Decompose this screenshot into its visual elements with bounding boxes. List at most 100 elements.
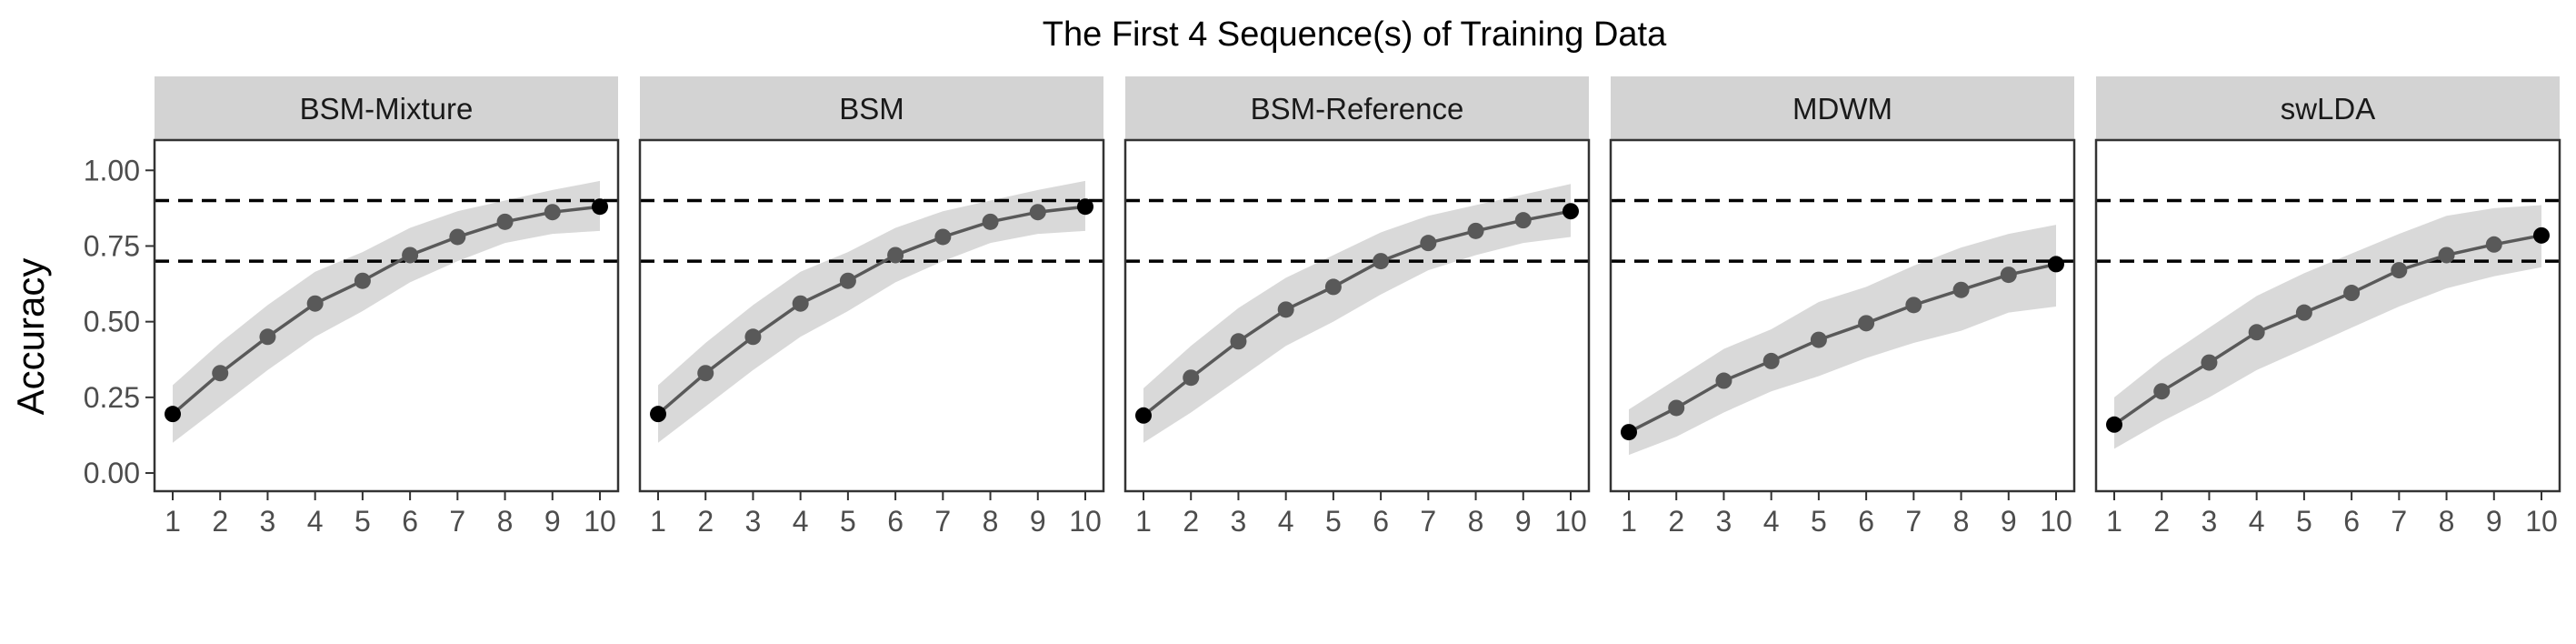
x-tick-label: 9 <box>2001 505 2017 538</box>
data-point <box>402 247 419 264</box>
data-point <box>354 272 371 289</box>
x-tick-label: 10 <box>1069 505 1102 538</box>
facet-strip <box>1611 76 2074 140</box>
x-tick-label: 7 <box>2391 505 2407 538</box>
x-tick-label: 7 <box>1905 505 1922 538</box>
x-tick-label: 8 <box>497 505 514 538</box>
y-axis-label: Accuracy <box>9 258 52 416</box>
x-tick-label: 8 <box>2439 505 2455 538</box>
x-tick-label: 1 <box>1135 505 1152 538</box>
data-point <box>1668 399 1685 417</box>
y-tick-label: 0.00 <box>84 457 140 489</box>
x-tick-label: 8 <box>983 505 999 538</box>
x-tick-label: 4 <box>1763 505 1780 538</box>
data-point <box>259 328 276 346</box>
x-tick-label: 5 <box>1325 505 1342 538</box>
facet-strip-label: BSM <box>839 92 904 126</box>
series-line <box>1628 262 2057 434</box>
facet-strip <box>1125 76 1589 140</box>
x-tick-label: 10 <box>584 505 616 538</box>
data-point <box>1952 281 1970 298</box>
panel-border <box>638 138 1105 493</box>
data-point <box>449 228 466 246</box>
data-point <box>650 406 666 423</box>
x-tick-label: 8 <box>1953 505 1970 538</box>
x-tick-label: 2 <box>1183 505 1199 538</box>
x-tick-label: 2 <box>1668 505 1684 538</box>
panel-border <box>153 138 620 493</box>
x-tick-label: 1 <box>1621 505 1637 538</box>
data-point <box>1467 222 1484 239</box>
x-tick-label: 3 <box>1231 505 1247 538</box>
x-tick-label: 10 <box>1554 505 1587 538</box>
data-point <box>2106 416 2122 433</box>
data-point <box>2533 226 2550 244</box>
y-tick-label: 0.50 <box>84 306 140 338</box>
data-point <box>1230 333 1247 350</box>
facet-panel: swLDA 1 2 3 4 5 6 7 8 9 10 <box>2094 76 2561 538</box>
facet-panel: BSM 1 2 3 4 5 6 7 8 9 10 <box>638 76 1105 538</box>
x-tick-label: 1 <box>2106 505 2122 538</box>
data-point <box>2000 267 2017 284</box>
x-tick-label: 4 <box>2249 505 2265 538</box>
x-tick-label: 5 <box>354 505 371 538</box>
data-point <box>2201 354 2218 371</box>
x-tick-label: 4 <box>793 505 809 538</box>
panel-border <box>1123 138 1591 493</box>
x-tick-label: 4 <box>1278 505 1294 538</box>
facet-strip-label: MDWM <box>1792 92 1892 126</box>
data-point <box>744 328 762 346</box>
x-tick-label: 1 <box>165 505 181 538</box>
data-point <box>2343 285 2361 302</box>
data-point <box>1277 301 1294 318</box>
x-tick-label: 9 <box>544 505 561 538</box>
facet-strip-label: BSM-Reference <box>1251 92 1464 126</box>
y-tick-label: 0.25 <box>84 381 140 414</box>
x-tick-label: 9 <box>1515 505 1532 538</box>
x-tick-label: 3 <box>2202 505 2218 538</box>
facet-panel: MDWM 1 2 3 4 5 6 7 8 9 10 <box>1609 76 2076 538</box>
data-point <box>1621 424 1637 441</box>
data-point <box>1858 315 1875 332</box>
data-point <box>1563 203 1579 220</box>
x-tick-label: 2 <box>2153 505 2170 538</box>
facet-strip-label: BSM-Mixture <box>300 92 474 126</box>
facet-panel: BSM-Reference 1 2 3 4 5 6 7 8 9 10 <box>1123 76 1591 538</box>
data-point <box>1514 212 1532 229</box>
x-tick-label: 4 <box>307 505 324 538</box>
x-tick-label: 9 <box>2486 505 2502 538</box>
data-point <box>1183 369 1200 387</box>
y-tick-label: 1.00 <box>84 154 140 186</box>
data-point <box>1029 204 1046 221</box>
x-tick-label: 7 <box>934 505 951 538</box>
x-tick-label: 2 <box>212 505 228 538</box>
data-point <box>2248 324 2265 341</box>
data-point <box>496 213 514 230</box>
facet-panel: BSM-Mixture 1 2 3 4 5 6 7 8 9 10 <box>153 76 620 538</box>
x-tick-label: 8 <box>1468 505 1484 538</box>
x-tick-label: 3 <box>260 505 276 538</box>
y-tick-label: 0.75 <box>84 229 140 262</box>
data-point <box>839 272 856 289</box>
series-line <box>656 205 1086 416</box>
facet-strip <box>155 76 618 140</box>
x-tick-label: 6 <box>2343 505 2360 538</box>
data-point <box>1810 331 1827 348</box>
x-tick-label: 6 <box>1373 505 1389 538</box>
facet-strip <box>640 76 1103 140</box>
confidence-band <box>173 180 600 443</box>
x-tick-label: 3 <box>745 505 762 538</box>
chart-title: The First 4 Sequence(s) of Training Data <box>1043 15 1667 54</box>
x-tick-label: 1 <box>650 505 666 538</box>
data-point <box>1077 198 1093 216</box>
data-point <box>544 204 561 221</box>
x-tick-label: 6 <box>402 505 418 538</box>
confidence-band <box>658 180 1085 443</box>
data-point <box>792 295 809 312</box>
data-point <box>1135 407 1152 424</box>
data-point <box>1905 297 1922 314</box>
data-point <box>1373 253 1390 270</box>
series-line <box>171 205 601 416</box>
